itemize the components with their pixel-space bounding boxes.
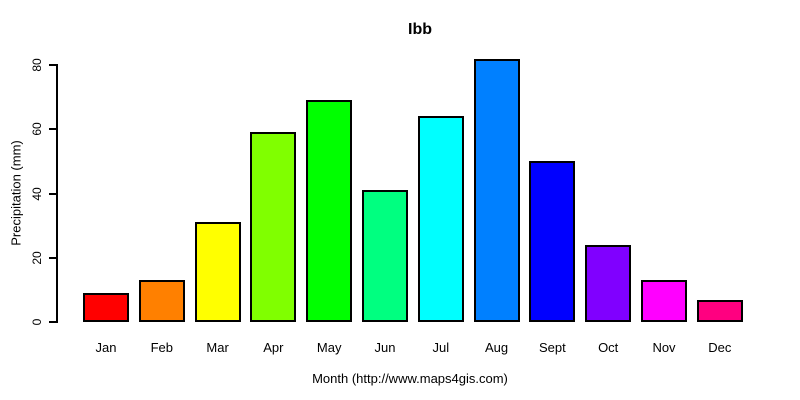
bar-sept <box>529 161 576 322</box>
y-tick-0 <box>49 321 57 323</box>
y-tick-80 <box>49 64 57 66</box>
bar-oct <box>585 245 632 322</box>
x-tick-label-dec: Dec <box>708 340 732 355</box>
y-tick-label-20: 20 <box>30 251 44 265</box>
bar-may <box>306 100 353 322</box>
bar-dec <box>696 300 743 322</box>
y-tick-label-0: 0 <box>30 318 44 326</box>
y-tick-40 <box>49 192 57 195</box>
bar-aug <box>473 59 520 322</box>
x-tick-label-jul: Jul <box>432 340 450 355</box>
y-axis-title: Precipitation (mm) <box>8 140 24 246</box>
x-tick-label-may: May <box>316 340 342 355</box>
bar-nov <box>641 280 687 322</box>
x-tick-label-nov: Nov <box>652 340 676 355</box>
y-tick-label-40: 40 <box>30 186 44 201</box>
y-tick-20 <box>49 256 57 259</box>
chart-title: Ibb <box>408 21 432 38</box>
bar-jan <box>83 293 129 322</box>
bar-jun <box>362 190 408 322</box>
x-tick-label-sept: Sept <box>539 340 566 355</box>
x-tick-label-mar: Mar <box>206 340 229 355</box>
y-tick-label-80: 80 <box>30 58 44 72</box>
x-tick-label-oct: Oct <box>598 340 619 355</box>
x-tick-label-aug: Aug <box>485 340 509 355</box>
bar-mar <box>194 222 241 322</box>
x-axis-title: Month (http://www.maps4gis.com) <box>312 371 508 386</box>
x-tick-label-jun: Jun <box>374 340 396 355</box>
y-tick-label-60: 60 <box>30 122 44 136</box>
bar-feb <box>138 280 185 322</box>
y-tick-60 <box>49 128 57 131</box>
x-tick-label-jan: Jan <box>95 340 117 355</box>
x-tick-label-apr: Apr <box>263 340 284 355</box>
x-tick-label-feb: Feb <box>150 340 173 355</box>
bar-jul <box>417 116 464 322</box>
bar-apr <box>250 132 297 322</box>
y-axis-line <box>56 64 58 323</box>
